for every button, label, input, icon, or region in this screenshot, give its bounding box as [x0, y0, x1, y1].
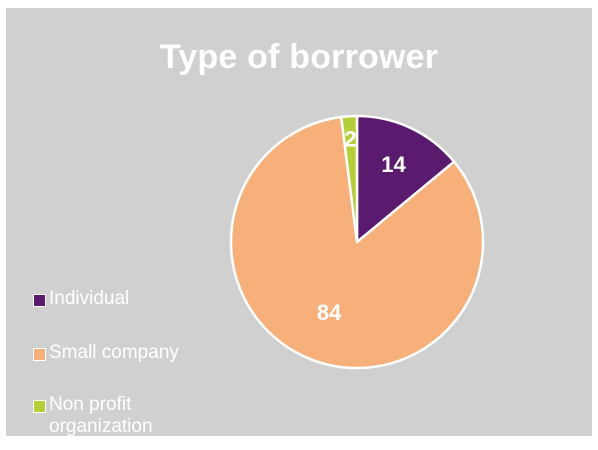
legend-item-small-company: Small company [33, 342, 219, 364]
legend-label-individual: Individual [49, 288, 130, 309]
legend-item-non-profit-organization: Non profit organization [33, 394, 219, 438]
legend-swatch-individual [33, 294, 46, 307]
legend-swatch-small-company [33, 348, 46, 361]
chart-area: Type of borrower 14 84 2 Individual Small … [6, 8, 592, 438]
legend-label-non-profit-organization: Non profit organization [49, 394, 153, 437]
legend-swatch-non-profit-organization [33, 400, 46, 413]
pie-chart: 14 84 2 [229, 114, 485, 370]
chart-title: Type of borrower [159, 38, 439, 76]
pie-slice-individual [355, 114, 456, 244]
legend-item-individual: Individual [33, 288, 219, 310]
data-label-non-profit-organization: 2 [344, 126, 356, 151]
data-label-individual: 14 [381, 152, 406, 177]
pie-slice-non-profit-organization [339, 114, 359, 244]
data-label-small-company: 84 [317, 300, 342, 325]
legend-label-small-company: Small company [49, 342, 179, 363]
